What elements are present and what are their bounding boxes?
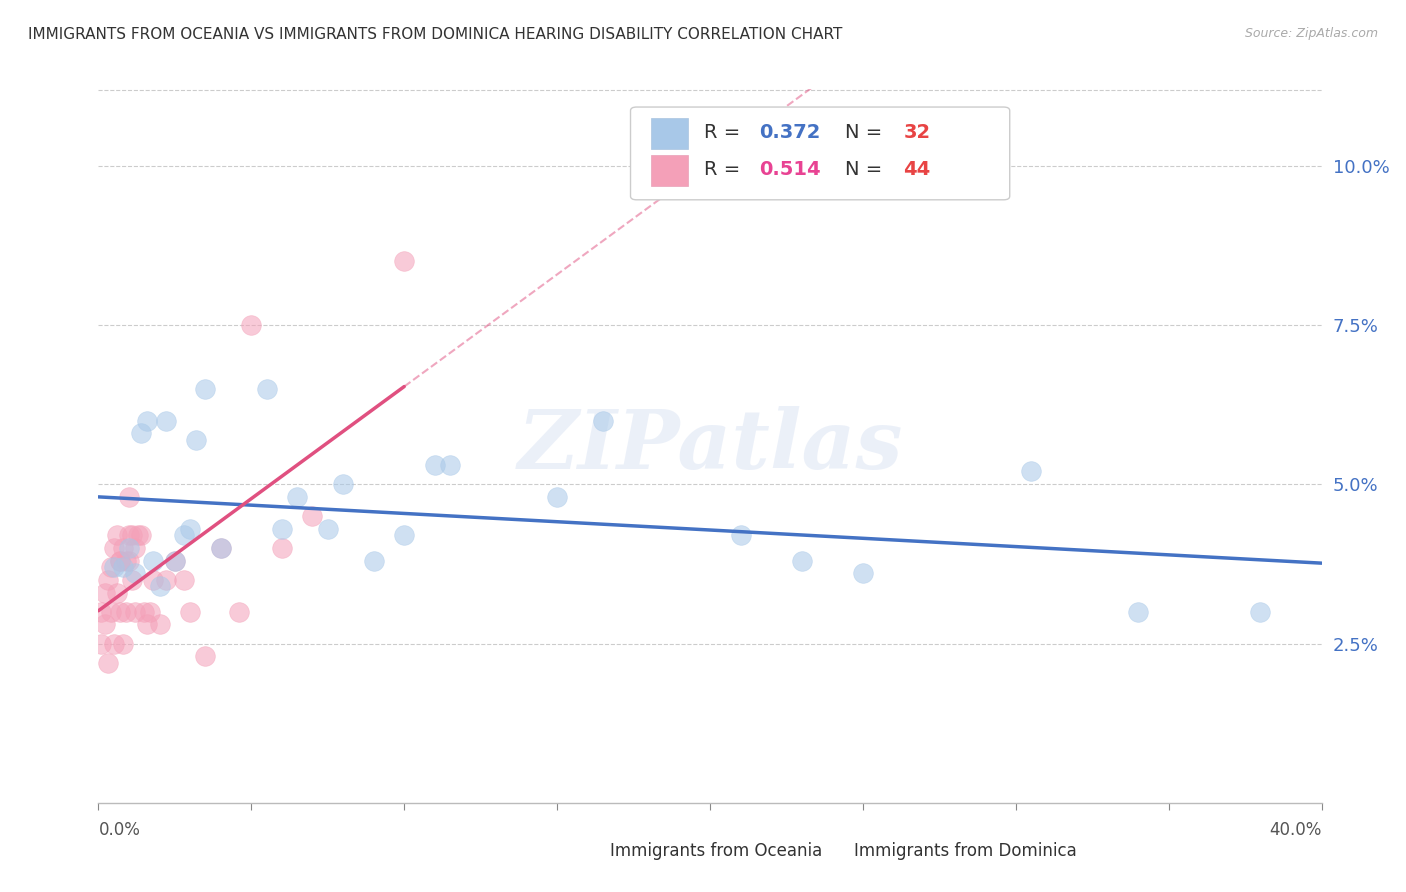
Point xyxy=(149,579,172,593)
Point xyxy=(301,509,323,524)
Point xyxy=(105,528,128,542)
Point xyxy=(115,554,138,568)
Point xyxy=(139,605,162,619)
Bar xyxy=(808,839,846,862)
Point xyxy=(163,554,186,568)
Point xyxy=(90,636,112,650)
Point xyxy=(121,528,143,542)
Point xyxy=(136,617,159,632)
Point xyxy=(1249,605,1271,619)
Point xyxy=(1128,605,1150,619)
Point xyxy=(270,522,292,536)
Point xyxy=(173,573,195,587)
Point xyxy=(127,528,149,542)
Point xyxy=(124,541,146,555)
Point xyxy=(121,573,143,587)
Point xyxy=(108,554,131,568)
Point xyxy=(136,413,159,427)
Point xyxy=(124,566,146,581)
Point xyxy=(93,617,115,632)
Point xyxy=(209,541,232,555)
Text: 32: 32 xyxy=(903,122,931,142)
Text: Source: ZipAtlas.com: Source: ZipAtlas.com xyxy=(1244,27,1378,40)
Point xyxy=(209,541,232,555)
Text: N =: N = xyxy=(845,122,889,142)
Point xyxy=(149,617,172,632)
Point xyxy=(97,656,120,670)
Point xyxy=(1019,465,1042,479)
Point xyxy=(142,573,165,587)
Point xyxy=(270,541,292,555)
Point xyxy=(118,528,141,542)
Text: ZIPatlas: ZIPatlas xyxy=(517,406,903,486)
Point xyxy=(100,605,122,619)
Point xyxy=(316,522,339,536)
Point xyxy=(108,605,131,619)
Point xyxy=(392,528,416,542)
Text: 0.514: 0.514 xyxy=(759,160,821,178)
FancyBboxPatch shape xyxy=(630,107,1010,200)
Point xyxy=(240,318,263,332)
Point xyxy=(194,382,217,396)
Point xyxy=(97,573,120,587)
Point xyxy=(363,554,385,568)
Text: Immigrants from Oceania: Immigrants from Oceania xyxy=(610,842,823,860)
Point xyxy=(179,522,201,536)
Point xyxy=(173,528,195,542)
Point xyxy=(134,605,156,619)
Point xyxy=(155,413,177,427)
Point xyxy=(105,585,128,599)
Point xyxy=(111,541,134,555)
Point xyxy=(93,585,115,599)
Bar xyxy=(651,119,688,149)
Point xyxy=(111,560,134,574)
Point xyxy=(592,413,614,427)
Point xyxy=(129,426,152,441)
Point xyxy=(730,528,752,542)
Point xyxy=(163,554,186,568)
Point xyxy=(179,605,201,619)
Bar xyxy=(651,155,688,186)
Point xyxy=(129,528,152,542)
Text: 44: 44 xyxy=(903,160,931,178)
Point xyxy=(186,433,208,447)
Point xyxy=(100,560,122,574)
Text: 40.0%: 40.0% xyxy=(1270,821,1322,838)
Point xyxy=(115,605,138,619)
Point xyxy=(142,554,165,568)
Point xyxy=(439,458,461,472)
Point xyxy=(790,554,813,568)
Point xyxy=(103,541,125,555)
Text: IMMIGRANTS FROM OCEANIA VS IMMIGRANTS FROM DOMINICA HEARING DISABILITY CORRELATI: IMMIGRANTS FROM OCEANIA VS IMMIGRANTS FR… xyxy=(28,27,842,42)
Text: R =: R = xyxy=(704,160,747,178)
Point xyxy=(111,636,134,650)
Point xyxy=(118,554,141,568)
Point xyxy=(118,490,141,504)
Text: R =: R = xyxy=(704,122,747,142)
Point xyxy=(118,541,141,555)
Bar xyxy=(564,839,602,862)
Point xyxy=(546,490,568,504)
Text: 0.0%: 0.0% xyxy=(98,821,141,838)
Point xyxy=(108,554,131,568)
Point xyxy=(392,254,416,268)
Point xyxy=(103,560,125,574)
Point xyxy=(124,605,146,619)
Point xyxy=(285,490,308,504)
Text: 0.372: 0.372 xyxy=(759,122,820,142)
Text: Immigrants from Dominica: Immigrants from Dominica xyxy=(855,842,1077,860)
Point xyxy=(194,649,217,664)
Point xyxy=(155,573,177,587)
Point xyxy=(423,458,446,472)
Point xyxy=(332,477,354,491)
Point xyxy=(256,382,278,396)
Point xyxy=(103,636,125,650)
Text: N =: N = xyxy=(845,160,889,178)
Point xyxy=(852,566,875,581)
Point xyxy=(228,605,250,619)
Point xyxy=(90,605,112,619)
